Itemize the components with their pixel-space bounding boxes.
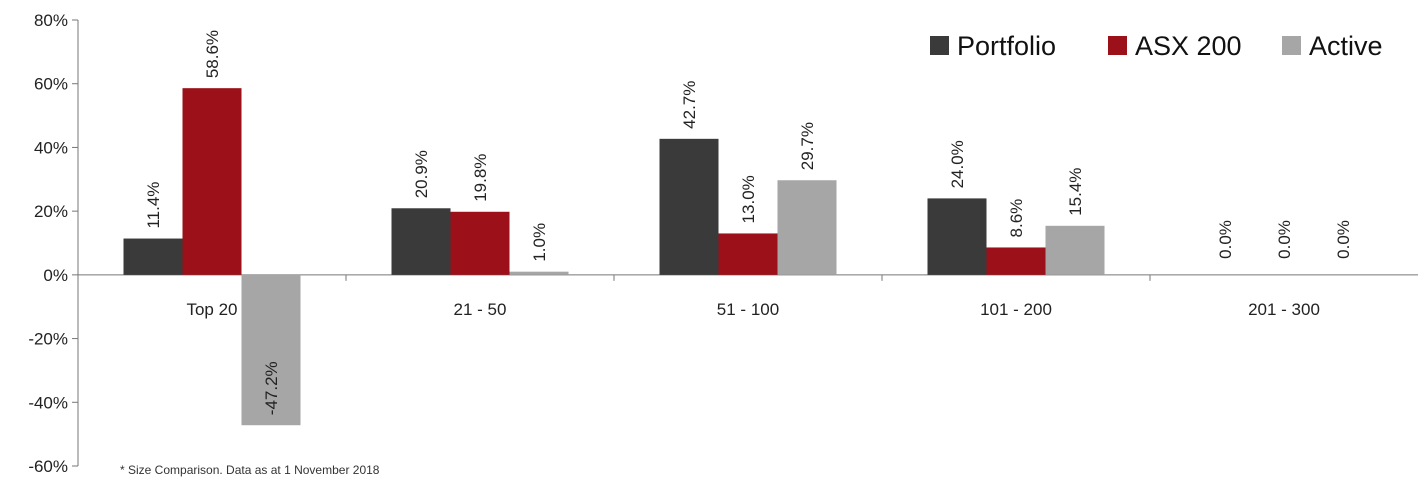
y-axis: 80% 60% 40% 20% 0% -20% -40% -60% <box>28 11 79 476</box>
bars <box>123 88 1105 426</box>
legend-swatch <box>930 36 949 55</box>
data-label: 13.0% <box>739 175 758 223</box>
bar-portfolio <box>659 138 719 275</box>
data-label: 1.0% <box>530 223 549 262</box>
bar-asx-200 <box>718 233 778 275</box>
y-tick-label: 0% <box>43 266 68 285</box>
bar-portfolio <box>123 238 183 275</box>
data-label: 42.7% <box>680 81 699 129</box>
bar-active <box>509 271 569 275</box>
legend: Portfolio ASX 200 Active <box>930 31 1383 61</box>
y-tick-label: -40% <box>28 393 68 412</box>
bar-asx-200 <box>986 247 1046 275</box>
bar-active <box>777 180 837 275</box>
bar-portfolio <box>927 198 987 275</box>
bar-asx-200 <box>450 211 510 275</box>
data-label: 58.6% <box>203 30 222 78</box>
data-label: 19.8% <box>471 154 490 202</box>
y-tick-label: 80% <box>34 11 68 30</box>
data-label: 15.4% <box>1066 168 1085 216</box>
data-label: -47.2% <box>262 361 281 415</box>
legend-swatch <box>1282 36 1301 55</box>
data-label: 20.9% <box>412 150 431 198</box>
bar-active <box>241 274 301 426</box>
bar-asx-200 <box>182 88 242 275</box>
category-label: 21 - 50 <box>454 300 507 319</box>
category-label: Top 20 <box>186 300 237 319</box>
data-label: 8.6% <box>1007 199 1026 238</box>
y-tick-label: 40% <box>34 138 68 157</box>
data-label: 24.0% <box>948 140 967 188</box>
data-label: 0.0% <box>1275 220 1294 259</box>
category-label: 51 - 100 <box>717 300 779 319</box>
x-axis: Top 20 21 - 50 51 - 100 101 - 200 201 - 300 <box>78 274 1418 319</box>
legend-swatch <box>1108 36 1127 55</box>
footnote: * Size Comparison. Data as at 1 November… <box>120 463 380 477</box>
bar-portfolio <box>391 208 451 275</box>
legend-label: ASX 200 <box>1135 31 1242 61</box>
y-tick-label: 60% <box>34 75 68 94</box>
category-label: 201 - 300 <box>1248 300 1320 319</box>
legend-label: Portfolio <box>957 31 1056 61</box>
category-label: 101 - 200 <box>980 300 1052 319</box>
data-label: 0.0% <box>1216 220 1235 259</box>
data-labels: 11.4% 58.6% -47.2% 20.9% 19.8% 1.0% 42.7% 13.0%… <box>144 30 1353 415</box>
y-tick-label: -60% <box>28 457 68 476</box>
data-label: 29.7% <box>798 122 817 170</box>
data-label: 11.4% <box>144 182 163 229</box>
bar-active <box>1045 225 1105 275</box>
y-tick-label: -20% <box>28 330 68 349</box>
y-tick-label: 20% <box>34 202 68 221</box>
legend-label: Active <box>1309 31 1383 61</box>
data-label: 0.0% <box>1334 220 1353 259</box>
